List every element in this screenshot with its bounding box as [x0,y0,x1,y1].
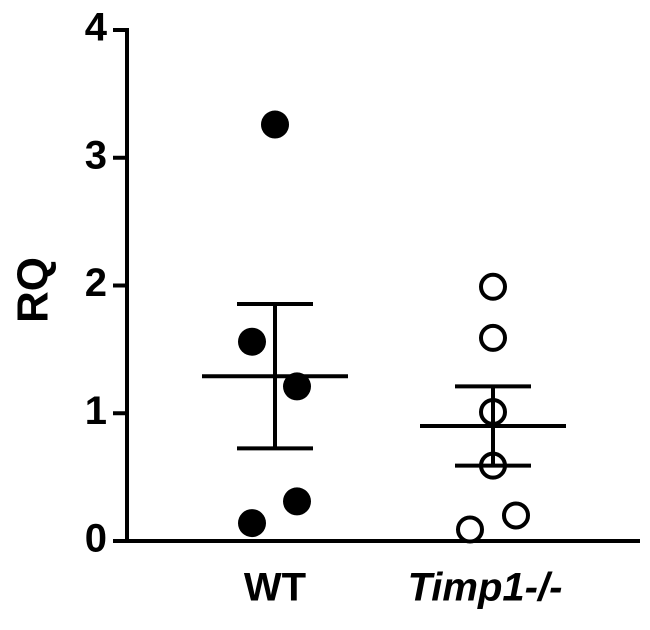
y-tick-label: 2 [85,261,107,305]
data-point [502,501,530,530]
y-tick-label: 0 [85,517,107,561]
x-tick-label: WT [244,566,306,610]
data-point [479,323,507,352]
data-point [261,110,289,139]
y-tick-label: 3 [85,133,107,177]
data-point [479,272,507,301]
data-point [283,372,311,401]
x-tick-label: Timp1-/- [408,566,563,610]
data-point [238,509,266,538]
data-point [283,487,311,516]
y-tick-label: 1 [85,389,107,433]
data-point [238,327,266,356]
data-point [456,515,484,544]
y-axis-label: RQ [9,257,58,323]
y-tick-label: 4 [85,6,108,50]
